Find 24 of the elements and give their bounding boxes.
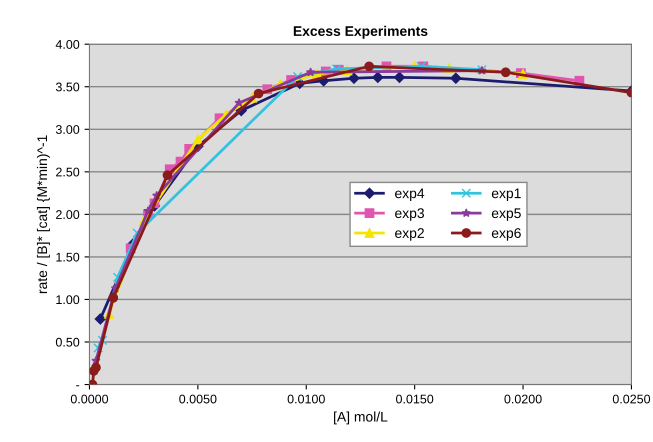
legend-label: exp2 [395, 228, 424, 241]
legend-label: exp3 [395, 208, 424, 221]
y-tick-label: 4.00 [56, 40, 80, 49]
y-tick-label: 1.00 [56, 295, 80, 304]
legend-label: exp4 [395, 188, 424, 201]
y-axis-title: rate / [B]* [cat] {M*min)^-1 [36, 135, 50, 294]
y-tick-label: 2.50 [56, 168, 80, 176]
y-tick-label: 2.00 [56, 210, 80, 220]
x-tick-label: 0.0250 [612, 394, 650, 404]
x-tick-label: 0.0000 [70, 394, 108, 404]
x-tick-label: 0.0150 [396, 394, 434, 404]
x-tick-label: 0.0050 [179, 394, 216, 404]
y-tick-label: 3.50 [56, 82, 80, 92]
x-axis-title: [A] mol/L [334, 411, 388, 424]
y-tick-label: - [76, 385, 80, 386]
legend-label: exp6 [492, 228, 521, 241]
legend-label: exp5 [492, 208, 521, 221]
legend-label: exp1 [492, 188, 521, 201]
y-tick-label: 1.50 [56, 252, 80, 262]
x-tick-label: 0.0100 [288, 394, 325, 404]
chart-title: Excess Experiments [294, 26, 428, 39]
y-tick-label: 3.00 [56, 125, 80, 134]
y-tick-label: 0.50 [56, 338, 80, 347]
x-tick-label: 0.0200 [504, 394, 542, 404]
